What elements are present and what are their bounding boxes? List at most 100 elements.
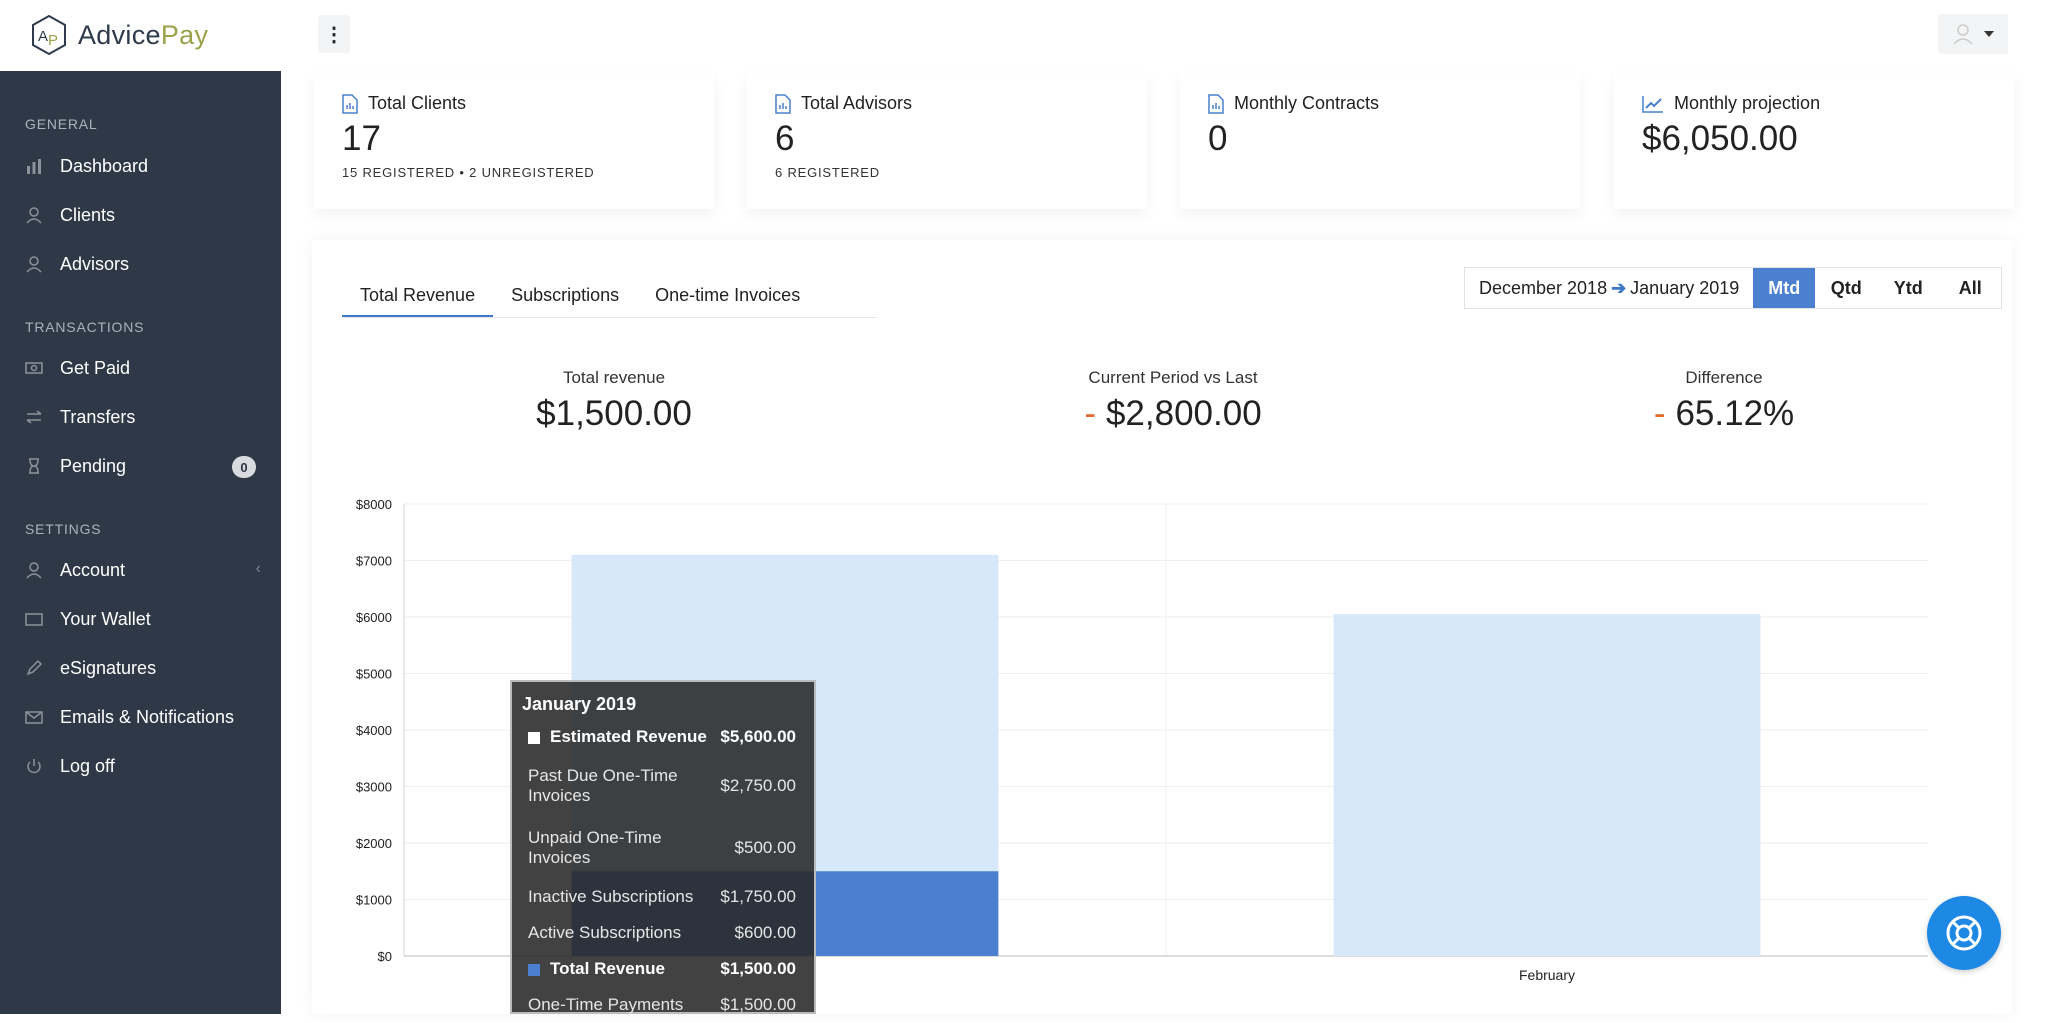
negative-sign: - [1084, 394, 1096, 433]
pen-icon [26, 659, 43, 676]
more-menu-button[interactable]: ⋮ [318, 15, 350, 53]
y-tick-label: $7000 [356, 554, 392, 569]
stat-title: Total Clients [368, 93, 467, 113]
bar-chart-icon [27, 159, 41, 174]
sidebar-item-dashboard[interactable]: Dashboard [0, 146, 281, 186]
user-avatar-icon [1953, 24, 1973, 45]
y-tick-label: $6000 [356, 610, 392, 625]
tab-one-time-invoices[interactable]: One-time Invoices [655, 285, 801, 305]
sidebar: GENERAL Dashboard Clients Advisors TRANS… [0, 71, 281, 1014]
tooltip-row-value: $2,750.00 [720, 776, 796, 795]
y-tick-label: $3000 [356, 780, 392, 795]
tooltip-row-label: Unpaid One-Time Invoices [528, 828, 662, 867]
app-logo[interactable]: A P AdvicePay [30, 14, 208, 56]
legend-swatch [528, 731, 540, 744]
sidebar-item-log-off[interactable]: Log off [0, 746, 281, 786]
user-menu-button[interactable] [1938, 14, 2008, 54]
tooltip-row: Past Due One-Time Invoices $2,750.00 [512, 755, 814, 817]
pending-count-badge: 0 [232, 456, 256, 478]
tooltip-row-label: Total Revenue [528, 959, 718, 979]
tab-total-revenue[interactable]: Total Revenue [342, 278, 494, 317]
hourglass-icon [29, 458, 39, 474]
tooltip-row-value: $1,500.00 [720, 959, 796, 978]
tooltip-row-value: $5,600.00 [720, 727, 796, 746]
trend-line-icon [1642, 95, 1663, 113]
tooltip-row-label: One-Time Payments [528, 995, 684, 1014]
sidebar-section-settings: SETTINGS [25, 521, 102, 537]
period-all-button[interactable]: All [1958, 277, 1982, 298]
tooltip-row: Total Revenue $1,500.00 [512, 951, 814, 987]
y-tick-label: $8000 [356, 497, 392, 512]
stat-card-total-clients: Total Clients 17 15 REGISTERED • 2 UNREG… [314, 73, 714, 209]
tooltip-row-label: Estimated Revenue [528, 727, 718, 747]
sidebar-item-transfers[interactable]: Transfers [0, 397, 281, 437]
tooltip-row-value: $1,500.00 [720, 995, 796, 1014]
sidebar-item-esignatures[interactable]: eSignatures [0, 648, 281, 688]
range-to: January 2019 [1630, 277, 1740, 298]
kpi-value: - $2,800.00 [1084, 394, 1262, 433]
sidebar-item-pending[interactable]: Pending 0 [0, 446, 281, 486]
sidebar-item-your-wallet[interactable]: Your Wallet [0, 599, 281, 639]
stat-card-total-advisors: Total Advisors 6 6 REGISTERED [747, 73, 1147, 209]
document-icon [775, 93, 791, 114]
tooltip-rows: Estimated Revenue $5,600.00 Past Due One-T… [512, 719, 814, 1023]
tooltip-row: One-Time Payments $1,500.00 [512, 987, 814, 1023]
bar-estimated-revenue [1333, 614, 1761, 956]
tooltip-title: January 2019 [522, 694, 637, 714]
tooltip-row-value: $600.00 [734, 923, 796, 942]
date-range-picker[interactable]: December 2018 ➔ January 2019 [1465, 268, 1753, 308]
kpi-label: Difference [1685, 368, 1763, 387]
tab-subscriptions[interactable]: Subscriptions [511, 285, 620, 305]
negative-sign: - [1653, 394, 1666, 433]
chevron-left-icon: ‹ [255, 560, 261, 577]
period-qtd-button[interactable]: Qtd [1830, 277, 1862, 298]
stat-subtext: 6 REGISTERED [775, 165, 880, 180]
chart-tooltip: January 2019 Estimated Revenue $5,600.00 P… [510, 680, 816, 1014]
svg-text:P: P [48, 32, 58, 49]
y-tick-label: $5000 [356, 667, 392, 682]
stat-card-monthly-projection: Monthly projection $6,050.00 [1614, 73, 2014, 209]
kpi-value: -65.12% [1653, 394, 1795, 433]
x-tick-label: February [1519, 967, 1575, 983]
tooltip-row: Estimated Revenue $5,600.00 [512, 719, 814, 755]
sidebar-item-clients[interactable]: Clients [0, 195, 281, 235]
svg-text:A: A [38, 28, 48, 45]
revenue-tabs: Total Revenue Subscriptions One-time Inv… [342, 278, 877, 318]
stat-value: 0 [1208, 119, 1228, 158]
help-button[interactable] [1927, 896, 2001, 970]
date-range-selector: December 2018 ➔ January 2019 Mtd Qtd Ytd… [1464, 267, 2003, 309]
kpi-label: Current Period vs Last [1088, 368, 1258, 387]
stat-title: Monthly projection [1674, 93, 1821, 113]
stat-value: 6 [775, 119, 795, 158]
sidebar-item-get-paid[interactable]: Get Paid [0, 348, 281, 388]
tooltip-row-value: $1,750.00 [720, 887, 796, 906]
kpi-difference: Difference -65.12% [1544, 368, 1904, 434]
tooltip-row-label: Active Subscriptions [528, 923, 682, 942]
period-mtd-button[interactable]: Mtd [1753, 268, 1816, 308]
tooltip-row: Unpaid One-Time Invoices $500.00 [512, 817, 814, 879]
lifebuoy-icon [1946, 915, 1982, 951]
document-icon [342, 93, 358, 114]
money-icon [25, 362, 43, 374]
brand-name: AdvicePay [78, 19, 209, 50]
tooltip-row: Active Subscriptions $600.00 [512, 915, 814, 951]
user-icon [26, 256, 42, 273]
stat-title: Monthly Contracts [1234, 93, 1380, 113]
sidebar-item-emails-notifications[interactable]: Emails & Notifications [0, 697, 281, 737]
chevron-down-icon [1984, 31, 1994, 37]
sidebar-item-account[interactable]: Account ‹ [0, 550, 281, 590]
kpi-total-revenue: Total revenue $1,500.00 [434, 368, 794, 434]
period-ytd-button[interactable]: Ytd [1893, 277, 1923, 298]
tooltip-row-value: $500.00 [734, 838, 796, 857]
tooltip-row-label: Past Due One-Time Invoices [528, 766, 678, 805]
kpi-period-comparison: Current Period vs Last - $2,800.00 [993, 368, 1353, 434]
sidebar-item-advisors[interactable]: Advisors [0, 244, 281, 284]
stat-value: $6,050.00 [1642, 119, 1798, 158]
stat-subtext: 15 REGISTERED • 2 UNREGISTERED [342, 165, 595, 180]
wallet-icon [25, 613, 43, 626]
sidebar-section-general: GENERAL [25, 116, 98, 132]
y-tick-label: $4000 [356, 723, 392, 738]
y-tick-label: $0 [378, 949, 392, 964]
arrow-right-icon: ➔ [1611, 277, 1627, 298]
tooltip-row: Inactive Subscriptions $1,750.00 [512, 879, 814, 915]
